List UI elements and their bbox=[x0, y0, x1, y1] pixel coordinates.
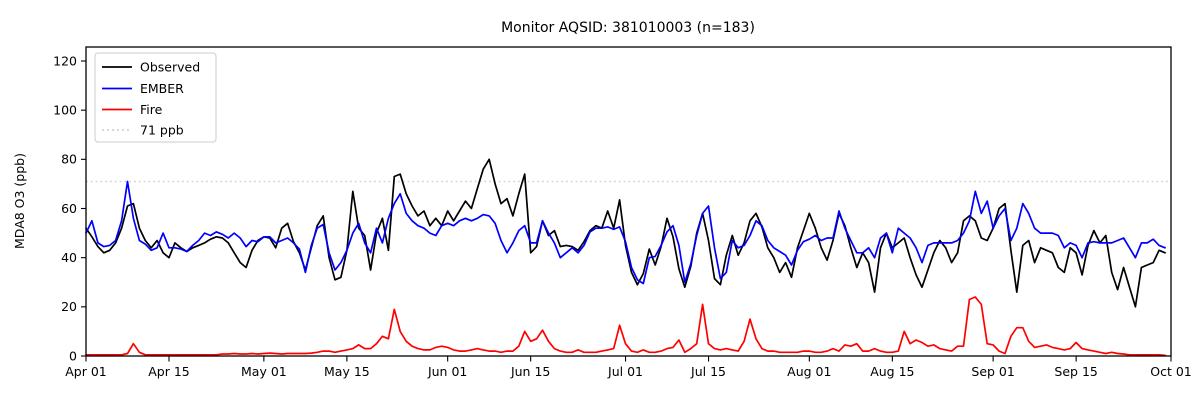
x-tick-label-2: May 01 bbox=[241, 364, 287, 379]
y-tick-label-4: 80 bbox=[61, 152, 77, 167]
x-tick-label-6: Jul 01 bbox=[607, 364, 643, 379]
y-tick-label-1: 20 bbox=[61, 299, 77, 314]
plot-border bbox=[85, 46, 1172, 357]
series-line-fire bbox=[85, 296, 1166, 357]
y-tick-label-0: 0 bbox=[69, 348, 77, 363]
x-tick-label-10: Sep 01 bbox=[971, 364, 1014, 379]
series-line-ember bbox=[85, 180, 1166, 285]
x-tick-label-3: May 15 bbox=[324, 364, 370, 379]
legend-box bbox=[94, 52, 217, 143]
x-tick-label-12: Oct 01 bbox=[1150, 364, 1192, 379]
legend: Observed EMBER Fire 71 ppb bbox=[94, 52, 217, 143]
legend-label-observed: Observed bbox=[140, 60, 200, 75]
y-tick-label-5: 100 bbox=[53, 102, 77, 117]
legend-label-threshold: 71 ppb bbox=[140, 123, 184, 138]
legend-label-ember: EMBER bbox=[140, 81, 184, 96]
x-tick-label-9: Aug 15 bbox=[870, 364, 914, 379]
x-tick-label-0: Apr 01 bbox=[65, 364, 107, 379]
y-axis-label: MDA8 O3 (ppb) bbox=[12, 153, 27, 249]
plot-content: 0 20 40 60 80 100 120 Apr 01 Apr 15 May 01 May 15 J… bbox=[53, 53, 1192, 379]
legend-label-fire: Fire bbox=[140, 102, 163, 117]
y-tick-label-3: 60 bbox=[61, 201, 77, 216]
x-tick-label-7: Jul 15 bbox=[690, 364, 726, 379]
y-tick-label-2: 40 bbox=[61, 250, 77, 265]
x-tick-label-11: Sep 15 bbox=[1054, 364, 1097, 379]
x-tick-label-1: Apr 15 bbox=[148, 364, 190, 379]
chart-title: Monitor AQSID: 381010003 (n=183) bbox=[501, 20, 755, 36]
x-tick-label-8: Aug 01 bbox=[787, 364, 831, 379]
y-tick-label-6: 120 bbox=[53, 53, 77, 68]
x-tick-label-5: Jun 15 bbox=[510, 364, 550, 379]
x-tick-label-4: Jun 01 bbox=[427, 364, 467, 379]
